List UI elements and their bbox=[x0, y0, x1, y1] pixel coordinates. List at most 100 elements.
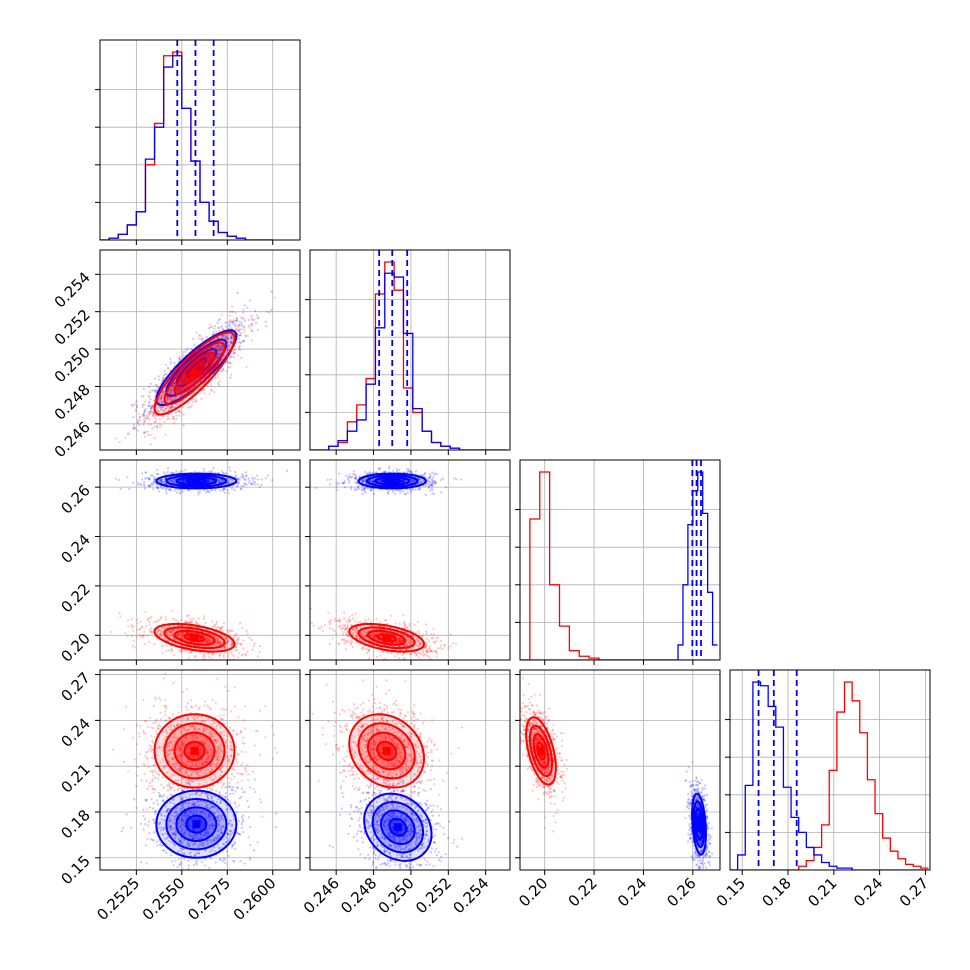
scatter-point bbox=[199, 664, 201, 666]
scatter-point bbox=[179, 479, 182, 483]
scatter-point bbox=[155, 383, 158, 387]
scatter-point bbox=[169, 396, 172, 399]
scatter-point bbox=[190, 405, 193, 409]
scatter-point bbox=[207, 359, 210, 362]
scatter-point bbox=[152, 388, 156, 392]
scatter-point bbox=[217, 319, 220, 322]
scatter-point bbox=[171, 395, 174, 398]
scatter-point bbox=[242, 647, 245, 650]
scatter-point bbox=[204, 359, 208, 362]
scatter-point bbox=[273, 296, 276, 299]
scatter-point bbox=[143, 431, 146, 434]
scatter-point bbox=[161, 396, 164, 399]
scatter-point bbox=[222, 488, 225, 491]
scatter-point bbox=[159, 397, 162, 400]
scatter-point bbox=[250, 324, 254, 327]
scatter-point bbox=[151, 406, 154, 409]
scatter-point bbox=[215, 330, 218, 333]
scatter-point bbox=[182, 480, 185, 483]
scatter-point bbox=[175, 389, 178, 392]
scatter-point bbox=[216, 346, 219, 349]
scatter-point bbox=[146, 417, 150, 420]
scatter-point bbox=[182, 478, 185, 482]
scatter-point bbox=[166, 397, 169, 400]
scatter-point bbox=[214, 362, 217, 365]
scatter-point bbox=[170, 478, 173, 482]
scatter-point bbox=[167, 393, 171, 396]
scatter-point bbox=[222, 333, 226, 337]
scatter-point bbox=[143, 487, 147, 490]
scatter-point bbox=[178, 384, 181, 387]
scatter-point bbox=[351, 614, 354, 617]
scatter-point bbox=[178, 387, 181, 390]
scatter-point bbox=[153, 425, 156, 429]
scatter-point bbox=[204, 360, 207, 363]
scatter-point bbox=[186, 347, 189, 350]
scatter-point bbox=[223, 336, 226, 340]
scatter-point bbox=[204, 368, 208, 371]
scatter-point bbox=[348, 473, 351, 476]
scatter-point bbox=[149, 407, 152, 411]
scatter-point bbox=[207, 354, 210, 358]
scatter-point bbox=[235, 327, 238, 330]
scatter-point bbox=[228, 344, 231, 347]
scatter-point bbox=[228, 323, 231, 327]
scatter-point bbox=[153, 642, 156, 646]
hist-content bbox=[520, 460, 720, 660]
scatter-point bbox=[178, 358, 181, 361]
scatter-point bbox=[199, 490, 202, 493]
scatter-point bbox=[169, 406, 172, 409]
scatter-point bbox=[240, 488, 243, 491]
scatter-point bbox=[179, 383, 183, 387]
scatter-point bbox=[258, 486, 261, 489]
scatter-point bbox=[256, 483, 259, 486]
scatter-point bbox=[222, 358, 225, 361]
scatter-point bbox=[160, 396, 163, 399]
scatter-point bbox=[168, 488, 171, 491]
scatter-point bbox=[226, 477, 229, 480]
scatter-point bbox=[238, 478, 241, 482]
scatter-point bbox=[348, 615, 351, 619]
scatter-point bbox=[176, 387, 179, 390]
scatter-point bbox=[147, 410, 150, 414]
scatter-point bbox=[270, 308, 273, 312]
scatter-point bbox=[214, 338, 217, 341]
scatter-point bbox=[186, 406, 189, 409]
scatter-point bbox=[212, 466, 215, 470]
scatter-point bbox=[156, 385, 159, 388]
scatter-point bbox=[233, 356, 236, 359]
scatter-point bbox=[362, 487, 365, 491]
scatter-point bbox=[335, 481, 338, 484]
scatter-point bbox=[234, 646, 238, 649]
scatter-point bbox=[181, 379, 184, 382]
scatter-point bbox=[244, 335, 247, 338]
scatter-point bbox=[203, 392, 206, 395]
scatter-point bbox=[312, 624, 315, 627]
scatter-point bbox=[222, 654, 225, 657]
scatter-point bbox=[159, 481, 163, 484]
scatter-point bbox=[210, 358, 213, 361]
scatter-point bbox=[139, 620, 142, 623]
scatter-point bbox=[226, 348, 230, 352]
hist-content bbox=[730, 670, 930, 870]
scatter-point bbox=[189, 377, 192, 380]
scatter-point bbox=[168, 488, 171, 491]
scatter-point bbox=[228, 327, 231, 330]
density-peak bbox=[388, 476, 397, 485]
scatter-point bbox=[392, 469, 395, 472]
scatter-point bbox=[250, 339, 253, 342]
scatter-point bbox=[327, 611, 330, 614]
scatter-point bbox=[167, 366, 170, 369]
scatter-point bbox=[178, 388, 182, 391]
scatter-point bbox=[243, 482, 246, 485]
scatter-point bbox=[217, 349, 220, 352]
scatter-point bbox=[187, 377, 190, 381]
scatter-point bbox=[179, 384, 183, 387]
scatter-point bbox=[247, 318, 250, 321]
scatter-point bbox=[153, 478, 156, 482]
scatter-point bbox=[157, 375, 160, 378]
scatter-point bbox=[126, 476, 129, 479]
scatter-point bbox=[138, 628, 142, 631]
scatter-point bbox=[179, 395, 182, 398]
scatter-point bbox=[193, 380, 197, 383]
